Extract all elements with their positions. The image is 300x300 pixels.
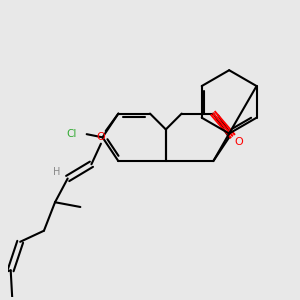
Text: H: H: [53, 167, 60, 177]
Text: O: O: [234, 137, 243, 147]
Text: O: O: [97, 132, 105, 142]
Text: Cl: Cl: [67, 129, 77, 139]
